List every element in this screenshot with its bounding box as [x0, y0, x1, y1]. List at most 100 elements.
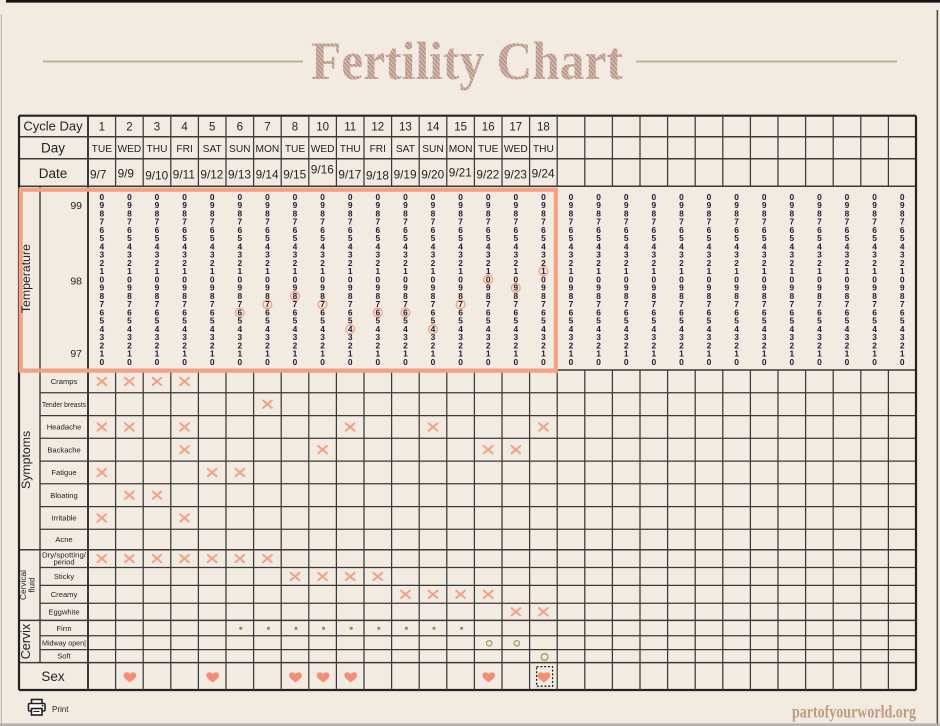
svg-text:MON: MON [449, 144, 473, 155]
svg-text:9/15: 9/15 [283, 168, 306, 182]
svg-text:1: 1 [99, 122, 105, 134]
svg-text:99: 99 [70, 200, 82, 212]
svg-text:9/9: 9/9 [118, 167, 134, 181]
svg-text:Soft: Soft [57, 652, 71, 661]
svg-text:Sex: Sex [41, 669, 65, 684]
svg-text:WED: WED [118, 144, 142, 155]
svg-text:18: 18 [537, 122, 550, 134]
svg-text:Fatigue: Fatigue [51, 468, 76, 477]
svg-text:THU: THU [533, 144, 554, 155]
svg-text:8: 8 [292, 122, 298, 134]
svg-text:Tender breasts: Tender breasts [42, 400, 86, 409]
svg-text:4: 4 [181, 122, 188, 134]
svg-text:MON: MON [256, 144, 280, 155]
svg-text:TUE: TUE [285, 144, 306, 155]
svg-text:TUE: TUE [92, 144, 113, 155]
svg-text:TUE: TUE [478, 144, 499, 155]
svg-text:SUN: SUN [229, 144, 251, 155]
svg-text:9/24: 9/24 [532, 166, 555, 180]
svg-text:14: 14 [427, 122, 440, 134]
svg-text:Firm: Firm [56, 624, 71, 633]
svg-text:16: 16 [482, 122, 495, 134]
svg-text:fluid: fluid [27, 577, 37, 593]
svg-text:9/7: 9/7 [90, 168, 106, 182]
svg-text:Cervix: Cervix [19, 623, 33, 659]
svg-text:9/16: 9/16 [311, 163, 334, 177]
svg-text:3: 3 [154, 122, 160, 134]
svg-text:11: 11 [344, 122, 356, 134]
svg-text:THU: THU [147, 144, 168, 155]
svg-text:9/17: 9/17 [338, 167, 361, 181]
svg-text:9/22: 9/22 [476, 167, 499, 181]
svg-text:SAT: SAT [396, 144, 415, 155]
svg-text:Irritable: Irritable [51, 514, 76, 523]
svg-text:Cycle Day: Cycle Day [23, 119, 83, 134]
svg-text:FRI: FRI [176, 144, 192, 155]
svg-text:Eggwhite: Eggwhite [48, 608, 79, 617]
svg-text:9/18: 9/18 [366, 169, 389, 183]
svg-text:Symptoms: Symptoms [19, 431, 33, 489]
svg-text:Acne: Acne [55, 535, 72, 544]
svg-text:Day: Day [41, 141, 65, 156]
svg-text:9/23: 9/23 [504, 167, 527, 181]
svg-text:partofyourworld.org: partofyourworld.org [792, 702, 916, 722]
svg-text:9/20: 9/20 [421, 167, 444, 181]
svg-text:SUN: SUN [422, 144, 444, 155]
svg-text:7: 7 [264, 122, 270, 134]
svg-text:9/13: 9/13 [228, 168, 251, 182]
svg-text:9/11: 9/11 [173, 168, 195, 182]
svg-text:period: period [53, 558, 74, 567]
svg-text:Cervical: Cervical [18, 570, 28, 600]
svg-text:Midway open|: Midway open| [42, 638, 86, 647]
svg-text:97: 97 [70, 348, 82, 360]
svg-text:Dry/spotting/: Dry/spotting/ [42, 551, 87, 560]
svg-text:Cramps: Cramps [51, 377, 78, 386]
svg-text:WED: WED [504, 144, 528, 155]
svg-text:13: 13 [399, 122, 412, 134]
svg-text:Backache: Backache [47, 445, 80, 454]
svg-text:FRI: FRI [370, 144, 386, 155]
svg-text:Date: Date [39, 166, 68, 181]
svg-text:98: 98 [70, 276, 82, 288]
svg-text:5: 5 [209, 122, 215, 134]
svg-text:9/21: 9/21 [449, 166, 472, 180]
svg-text:12: 12 [371, 122, 384, 134]
svg-text:9/19: 9/19 [394, 167, 417, 181]
svg-text:15: 15 [454, 122, 467, 134]
svg-text:Fertility Chart: Fertility Chart [311, 31, 623, 91]
svg-text:Temperature: Temperature [19, 244, 33, 313]
svg-text:Creamy: Creamy [51, 590, 78, 599]
svg-text:2: 2 [126, 122, 132, 134]
svg-text:SAT: SAT [203, 144, 222, 155]
svg-text:Sticky: Sticky [54, 572, 74, 581]
svg-text:Headache: Headache [47, 423, 82, 432]
